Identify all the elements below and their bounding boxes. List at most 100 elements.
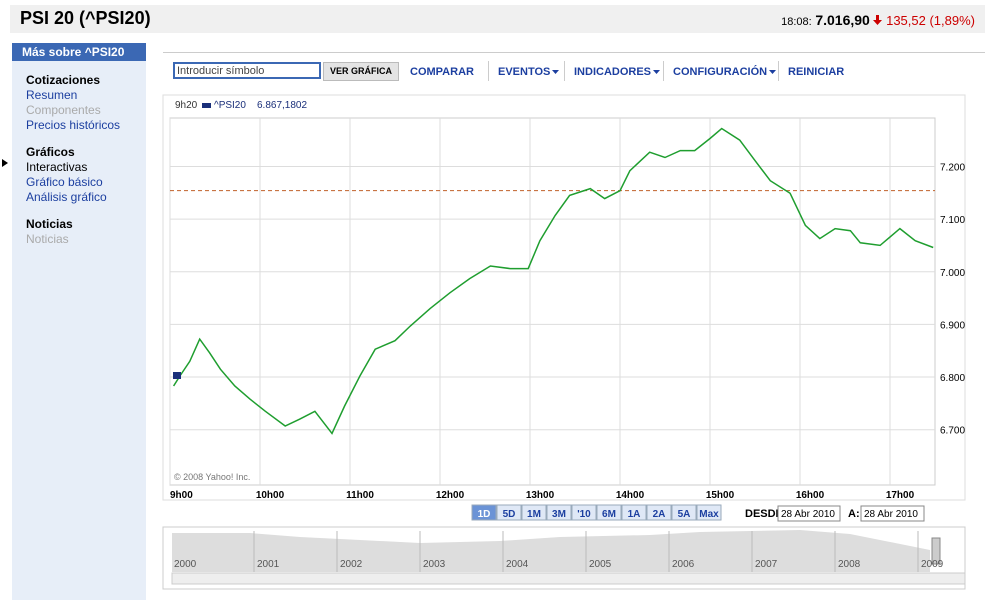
overview-year: 2003 bbox=[423, 559, 446, 570]
overview-year: 2002 bbox=[340, 559, 363, 570]
separator bbox=[663, 61, 664, 81]
overview-year: 2004 bbox=[506, 559, 529, 570]
more-button[interactable]: Más sobre ^PSI20 bbox=[12, 43, 146, 61]
range-button-label: '10 bbox=[577, 509, 591, 520]
x-tick-label: 12h00 bbox=[436, 490, 465, 501]
page-title: PSI 20 (^PSI20) bbox=[20, 8, 151, 28]
menu-section: Cotizaciones Resumen Componentes Precios hi… bbox=[26, 73, 120, 133]
y-tick-label: 6.700 bbox=[940, 426, 965, 437]
menu-section: Gráficos Interactivas Gráfico básico Anális… bbox=[26, 145, 120, 205]
toolbar-link[interactable]: EVENTOS bbox=[498, 66, 560, 78]
range-button-label: 3M bbox=[552, 509, 566, 520]
overview-handle[interactable] bbox=[931, 537, 941, 565]
range-button-label: Max bbox=[699, 509, 719, 520]
menu-heading: Gráficos bbox=[26, 145, 75, 159]
view-chart-button[interactable]: VER GRÁFICA bbox=[323, 62, 399, 81]
range-button[interactable] bbox=[571, 504, 597, 521]
y-tick-label: 7.100 bbox=[940, 215, 965, 226]
range-button-label: 6M bbox=[602, 509, 616, 520]
quote: 18:08: 7.016,90 135,52 (1,89%) bbox=[781, 12, 975, 28]
range-button-label: 2A bbox=[653, 509, 666, 520]
menu-item: Interactivas bbox=[26, 160, 88, 174]
quote-change: 135,52 (1,89%) bbox=[886, 13, 975, 28]
menu: Cotizaciones Resumen Componentes Precios hi… bbox=[26, 73, 120, 259]
x-tick-label: 15h00 bbox=[706, 490, 735, 501]
x-tick-label: 14h00 bbox=[616, 490, 645, 501]
y-tick-label: 6.800 bbox=[940, 373, 965, 384]
x-tick-label: 13h00 bbox=[526, 490, 555, 501]
menu-item[interactable]: Precios históricos bbox=[26, 118, 121, 132]
y-tick-label: 7.000 bbox=[940, 268, 965, 279]
dropdown-arrow bbox=[769, 70, 777, 74]
separator bbox=[564, 61, 565, 81]
dropdown-arrow bbox=[552, 70, 560, 74]
dropdown-arrow-shape bbox=[653, 70, 661, 74]
overview-year: 2007 bbox=[755, 559, 778, 570]
to-date: 28 Abr 2010 bbox=[864, 509, 918, 520]
to-input[interactable] bbox=[860, 505, 925, 522]
range-button-label: 5D bbox=[503, 509, 516, 520]
menu-item[interactable]: Gráfico básico bbox=[26, 175, 103, 189]
toolbar-link[interactable]: INDICADORES bbox=[574, 66, 661, 78]
x-tick-label: 17h00 bbox=[886, 490, 915, 501]
y-tick-label: 7.200 bbox=[940, 162, 965, 173]
from-input[interactable] bbox=[777, 505, 841, 522]
separator bbox=[778, 61, 779, 81]
range-button-label: 1D bbox=[478, 509, 491, 520]
range-button[interactable] bbox=[496, 504, 522, 521]
overview-year: 2001 bbox=[257, 559, 280, 570]
range-button[interactable] bbox=[546, 504, 572, 521]
header: PSI 20 (^PSI20) 18:08: 7.016,90 135,52 (… bbox=[10, 5, 985, 33]
legend-time: 9h20 bbox=[175, 100, 198, 111]
copyright: © 2008 Yahoo! Inc. bbox=[174, 472, 250, 482]
menu-item: Componentes bbox=[26, 103, 101, 117]
overview-year: 2006 bbox=[672, 559, 695, 570]
quote-time: 18:08: bbox=[781, 16, 812, 28]
overview-year: 2008 bbox=[838, 559, 861, 570]
range-button[interactable] bbox=[471, 504, 497, 521]
menu-item[interactable]: Resumen bbox=[26, 88, 78, 102]
down-arrow bbox=[873, 15, 883, 25]
range-button[interactable] bbox=[596, 504, 622, 521]
x-tick-label: 9h00 bbox=[170, 490, 193, 501]
sidebar: Más sobre ^PSI20 Cotizaciones Resumen Comp… bbox=[2, 43, 146, 600]
from-date: 28 Abr 2010 bbox=[781, 509, 835, 520]
range-button[interactable] bbox=[521, 504, 547, 521]
from-label: DESDE: bbox=[745, 508, 787, 520]
overview-year: 2005 bbox=[589, 559, 612, 570]
range-button[interactable] bbox=[696, 504, 722, 521]
x-tick-label: 10h00 bbox=[256, 490, 285, 501]
legend-swatch bbox=[202, 103, 211, 108]
to-label: A: bbox=[848, 508, 860, 520]
menu-section: Noticias Noticias bbox=[26, 217, 120, 247]
dropdown-arrow-shape bbox=[552, 70, 560, 74]
toolbar: Introducir símbolo VER GRÁFICA COMPARAR E… bbox=[163, 52, 985, 89]
dropdown-arrow-shape bbox=[769, 70, 777, 74]
price-line bbox=[172, 127, 934, 435]
overview-scrollbar[interactable] bbox=[171, 572, 966, 585]
range-button[interactable] bbox=[671, 504, 697, 521]
overview-year: 2009 bbox=[921, 559, 944, 570]
cursor-marker bbox=[173, 372, 181, 380]
toolbar-link[interactable]: COMPARAR bbox=[410, 66, 474, 78]
range-button-label: 1A bbox=[628, 509, 641, 520]
menu-heading: Cotizaciones bbox=[26, 73, 101, 87]
y-tick-label: 6.900 bbox=[940, 320, 965, 331]
overview-area bbox=[172, 530, 930, 572]
symbol-input[interactable]: Introducir símbolo bbox=[173, 62, 321, 79]
x-tick-label: 11h00 bbox=[346, 490, 374, 501]
x-tick-label: 16h00 bbox=[796, 490, 825, 501]
range-button-label: 5A bbox=[678, 509, 691, 520]
menu-item[interactable]: Análisis gráfico bbox=[26, 190, 107, 204]
range-button[interactable] bbox=[646, 504, 672, 521]
chart-frame bbox=[162, 94, 966, 501]
overview-year: 2000 bbox=[174, 559, 197, 570]
range-button[interactable] bbox=[621, 504, 647, 521]
current-marker bbox=[2, 159, 8, 167]
toolbar-link[interactable]: CONFIGURACIÓN bbox=[673, 66, 777, 78]
legend-value: 6.867,1802 bbox=[257, 100, 307, 111]
separator bbox=[488, 61, 489, 81]
toolbar-link[interactable]: REINICIAR bbox=[788, 66, 845, 78]
